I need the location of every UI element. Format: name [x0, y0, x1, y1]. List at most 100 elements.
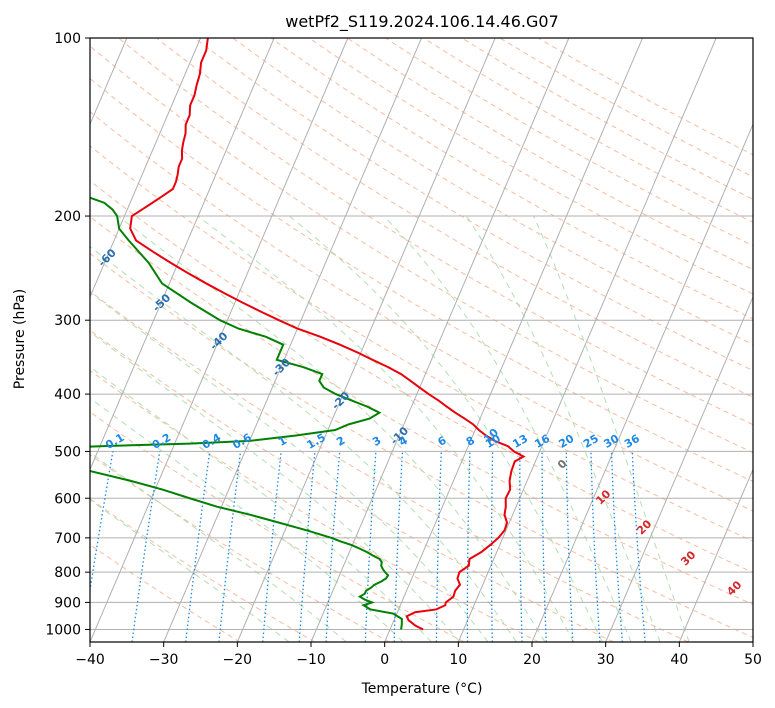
mixing-ratio-line	[590, 451, 601, 642]
isotherm-gridline	[457, 38, 717, 642]
plot-layer: -100-90-80-70-60-50-40-30-20-100.10.20.4…	[0, 38, 753, 642]
mixing-ratio-label: 2	[334, 434, 347, 449]
mixing-ratio-line	[298, 451, 316, 642]
mixing-ratio-label: 3	[370, 434, 383, 449]
moist-adiabat	[90, 331, 461, 642]
x-tick-label: 20	[523, 652, 541, 668]
isotherm-gridline	[90, 38, 349, 642]
dry-adiabat	[90, 216, 753, 606]
isotherm-gridline	[605, 295, 753, 642]
isotherm-gridline	[163, 38, 422, 642]
moist-adiabat	[90, 499, 290, 642]
y-tick-label: 600	[54, 491, 81, 507]
y-tick-label: 400	[54, 387, 81, 403]
dry-adiabat	[90, 290, 689, 642]
y-axis-title: Pressure (hPa)	[12, 289, 28, 389]
x-tick-label: −10	[296, 652, 326, 668]
mixing-ratio-line	[490, 451, 494, 642]
dry-adiabat	[90, 252, 753, 639]
mixing-ratio-line	[519, 451, 523, 642]
moist-adiabat	[383, 215, 632, 642]
x-tick-label: 10	[449, 652, 467, 668]
x-tick-label: 40	[670, 652, 688, 668]
y-tick-label: 200	[54, 209, 81, 225]
mixing-ratio-label: 0.4	[200, 431, 224, 452]
mixing-ratio-label: 16	[532, 432, 552, 451]
mixing-ratio-label: 30	[602, 432, 622, 451]
moist-adiabat-label: 0	[555, 457, 570, 472]
dry-adiabat	[90, 498, 315, 642]
x-tick-label: 50	[744, 652, 762, 668]
mixing-ratio-line	[565, 451, 574, 642]
mixing-ratio-line	[185, 451, 211, 642]
x-axis-title: Temperature (°C)	[361, 681, 483, 697]
plot-frame	[89, 37, 754, 643]
dry-adiabat	[347, 38, 753, 271]
mixing-ratio-label: 36	[622, 432, 642, 451]
dry-adiabat	[90, 454, 390, 642]
mixing-ratio-label: 20	[557, 432, 577, 451]
isotherm-label: -50	[150, 291, 173, 314]
dry-adiabat	[90, 111, 753, 512]
moist-adiabat-label: 30	[678, 548, 698, 568]
y-tick-label: 700	[54, 531, 81, 547]
y-tick-label: 100	[54, 31, 81, 47]
mixing-ratio-label: 8	[464, 434, 477, 449]
isotherm-gridline	[752, 640, 753, 642]
moist-adiabat-label: 40	[724, 578, 744, 598]
isotherm-gridline	[236, 38, 496, 642]
temperature-line	[129, 38, 526, 631]
y-tick-label: 300	[54, 313, 81, 329]
dry-adiabat	[232, 38, 753, 346]
isotherm-gridline	[90, 38, 275, 471]
axis-layer: −40 −30 −20 −10 0 10 20 30 40 5010020030040050060…	[45, 31, 762, 668]
y-tick-label: 1000	[45, 622, 81, 638]
y-tick-label: 500	[54, 444, 81, 460]
x-tick-label: 30	[597, 652, 615, 668]
x-tick-label: −30	[149, 652, 179, 668]
mixing-ratio-line	[393, 451, 404, 642]
isotherm-gridline	[310, 38, 570, 642]
x-tick-label: −40	[75, 652, 105, 668]
moist-adiabat	[466, 215, 661, 642]
mixing-ratio-label: 6	[435, 434, 448, 449]
dry-adiabat	[194, 38, 753, 372]
mixing-ratio-label: 25	[581, 432, 601, 451]
moist-adiabat	[533, 215, 690, 642]
x-tick-label: 0	[380, 652, 389, 668]
moist-adiabat	[90, 291, 489, 642]
mixing-ratio-label: 0.2	[150, 431, 173, 452]
chart-title: wetPf2_S119.2024.106.14.46.G07	[285, 12, 559, 32]
isotherm-label: -80	[0, 144, 15, 167]
dry-adiabat	[385, 38, 753, 247]
mixing-ratio-label: 0.6	[230, 431, 254, 452]
isotherm-gridline	[90, 38, 201, 299]
mixing-ratio-line	[466, 451, 471, 642]
mixing-ratio-line	[610, 451, 624, 642]
dry-adiabat	[90, 180, 753, 574]
isotherm-gridline	[678, 468, 753, 642]
dry-adiabat	[537, 38, 753, 156]
mixing-ratio-line	[325, 451, 341, 642]
dry-adiabat	[90, 369, 540, 642]
dry-adiabat	[90, 77, 753, 483]
moist-adiabat	[90, 397, 404, 642]
isotherm-gridline	[384, 38, 643, 642]
dry-adiabat	[156, 38, 753, 398]
dry-adiabat	[90, 411, 465, 642]
dry-adiabat	[308, 38, 753, 295]
dewpoint-line	[90, 196, 403, 630]
y-tick-label: 800	[54, 565, 81, 581]
mixing-ratio-label: 13	[510, 432, 530, 451]
dry-adiabat	[423, 38, 753, 223]
isotherm-gridline	[531, 123, 753, 642]
dry-adiabat	[270, 38, 753, 320]
mixing-ratio-line	[90, 451, 114, 594]
isotherm-label: -40	[207, 329, 230, 352]
mixing-ratio-line	[631, 451, 646, 642]
dry-adiabat	[90, 45, 753, 454]
isotherm-label: -30	[270, 356, 293, 379]
isotherm-label: -70	[47, 187, 70, 210]
moist-adiabat	[90, 246, 517, 642]
